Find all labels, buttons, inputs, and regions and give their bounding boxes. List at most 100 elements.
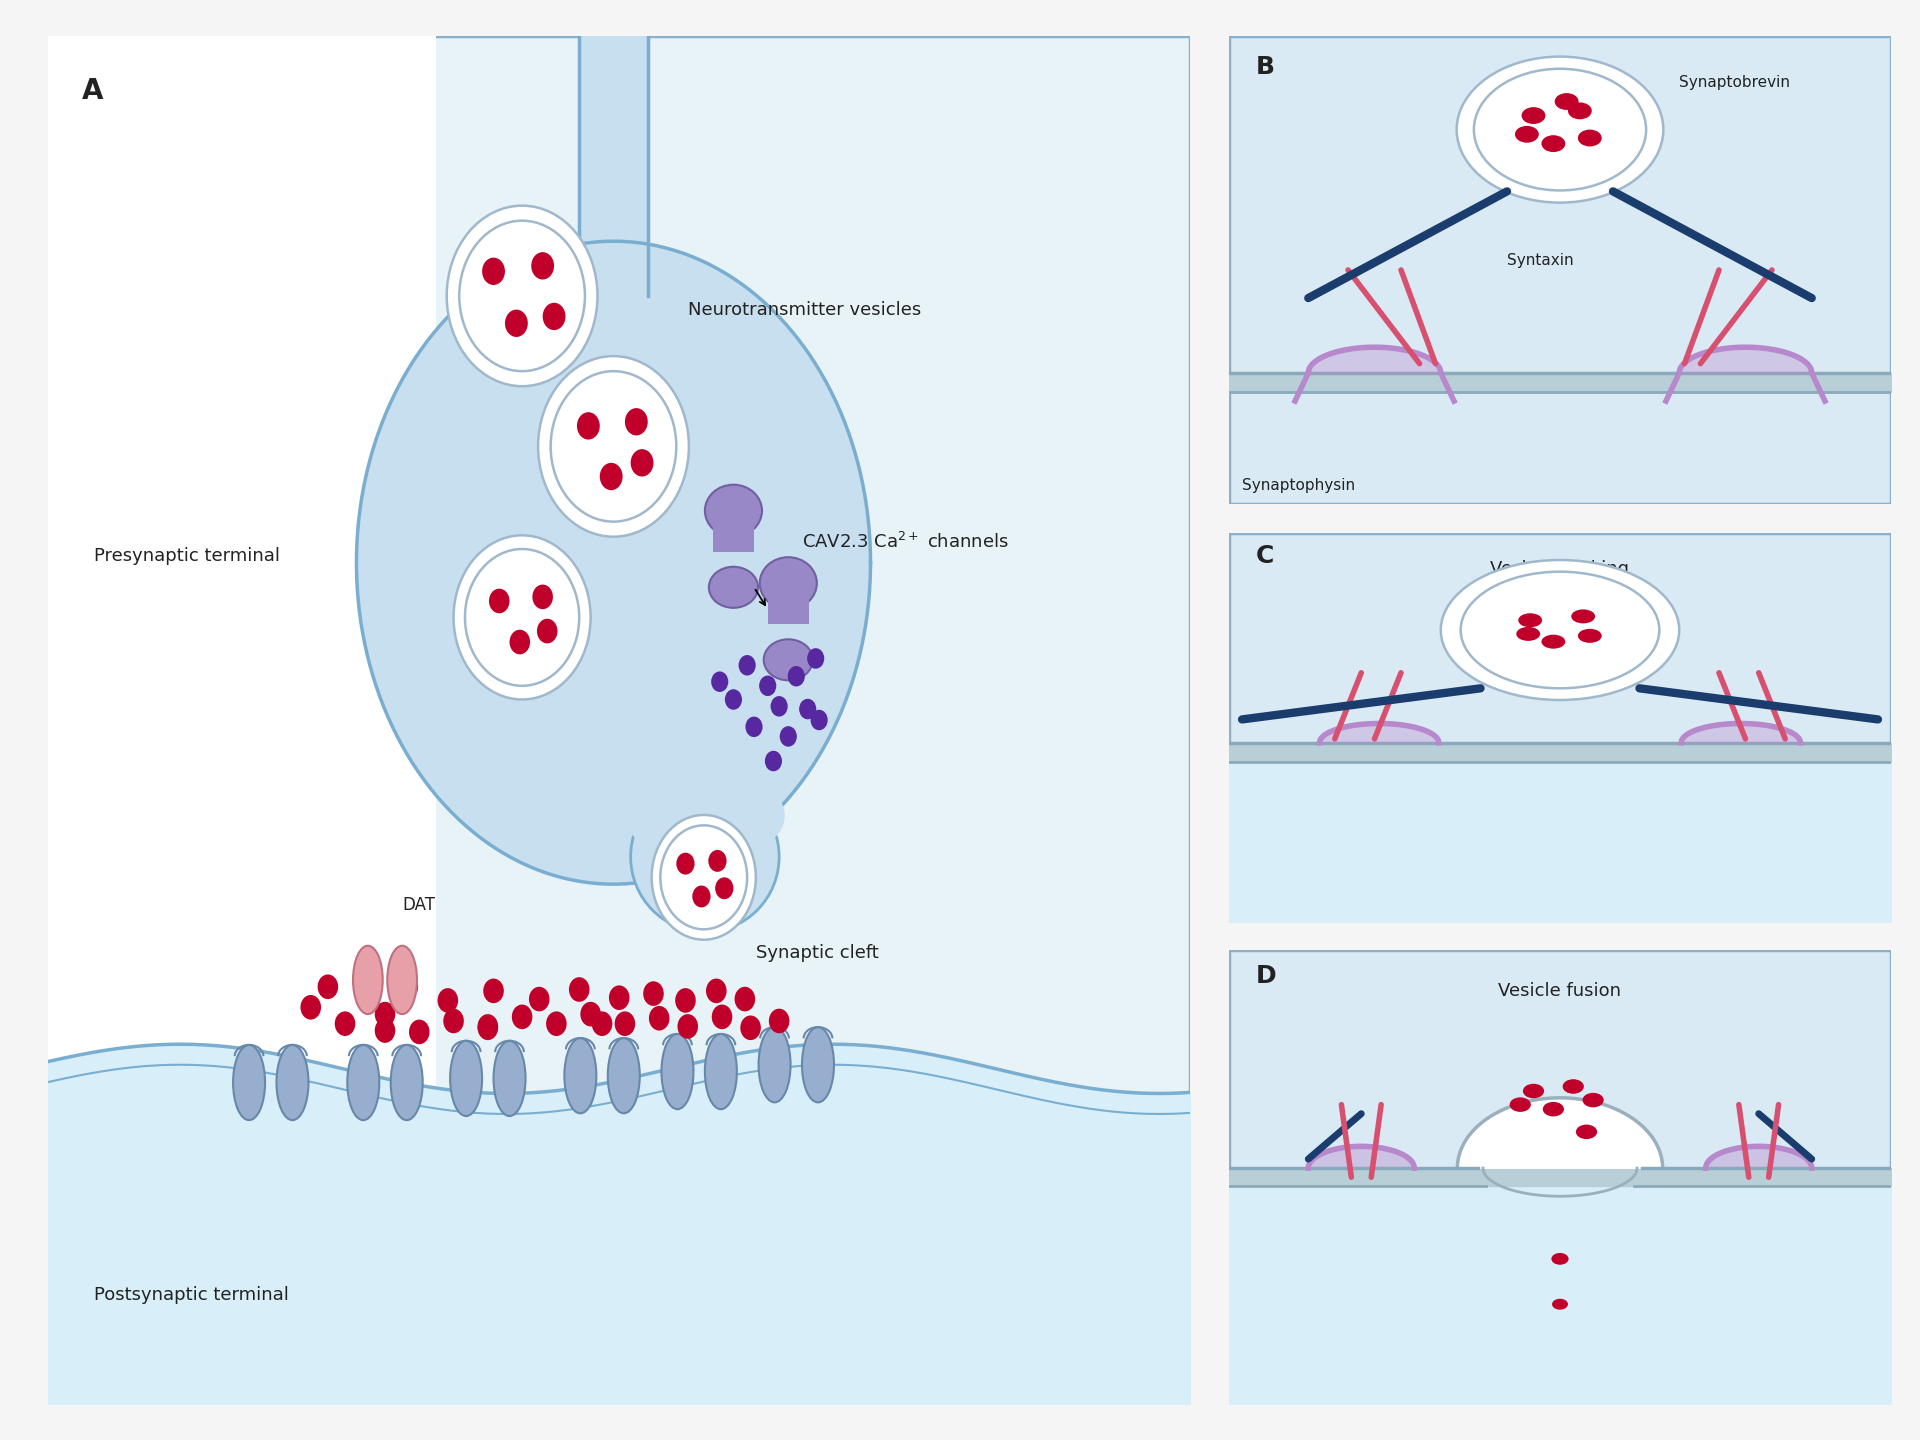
Circle shape <box>478 1015 497 1040</box>
Bar <box>768 595 808 624</box>
Circle shape <box>643 981 664 1007</box>
Circle shape <box>438 988 459 1012</box>
Circle shape <box>707 979 726 1004</box>
Circle shape <box>1569 102 1592 120</box>
Circle shape <box>447 206 597 386</box>
Circle shape <box>591 1011 612 1035</box>
Circle shape <box>806 648 824 668</box>
Circle shape <box>768 1008 789 1034</box>
Polygon shape <box>1457 1097 1663 1168</box>
Circle shape <box>810 710 828 730</box>
Circle shape <box>780 726 797 747</box>
Circle shape <box>490 589 509 613</box>
Circle shape <box>1523 1084 1544 1099</box>
Circle shape <box>317 975 338 999</box>
Ellipse shape <box>348 1045 380 1120</box>
Circle shape <box>741 1015 760 1040</box>
Ellipse shape <box>705 1034 737 1109</box>
Circle shape <box>513 1005 532 1030</box>
Circle shape <box>739 655 756 675</box>
Circle shape <box>1551 1299 1569 1309</box>
Circle shape <box>1440 560 1680 700</box>
Circle shape <box>609 985 630 1009</box>
Circle shape <box>1542 635 1565 648</box>
Text: Vesicle fusion: Vesicle fusion <box>1498 982 1622 1001</box>
Circle shape <box>300 995 321 1020</box>
Ellipse shape <box>276 1045 309 1120</box>
Text: Synaptophysin: Synaptophysin <box>1242 478 1356 492</box>
Circle shape <box>649 1007 670 1031</box>
Circle shape <box>551 372 676 521</box>
Circle shape <box>409 1020 430 1044</box>
Circle shape <box>770 696 787 717</box>
Bar <box>712 521 755 552</box>
Circle shape <box>710 671 728 693</box>
Circle shape <box>532 252 555 279</box>
Ellipse shape <box>705 485 762 537</box>
Circle shape <box>678 1014 699 1038</box>
Circle shape <box>1578 130 1601 147</box>
Circle shape <box>1571 609 1596 624</box>
Text: CAV2.3 Ca$^{2+}$ channels: CAV2.3 Ca$^{2+}$ channels <box>803 533 1008 552</box>
Ellipse shape <box>630 782 780 932</box>
Ellipse shape <box>624 770 785 861</box>
Circle shape <box>614 1011 636 1035</box>
Circle shape <box>714 877 733 899</box>
Circle shape <box>484 979 503 1004</box>
Ellipse shape <box>564 1038 597 1113</box>
Text: B: B <box>1256 55 1275 79</box>
Circle shape <box>545 1011 566 1035</box>
Ellipse shape <box>760 557 816 609</box>
Circle shape <box>712 1005 732 1030</box>
Text: DAT: DAT <box>401 896 436 914</box>
Ellipse shape <box>353 946 382 1014</box>
Ellipse shape <box>392 1045 422 1120</box>
Circle shape <box>1475 69 1645 190</box>
Bar <box>48 36 436 1404</box>
Circle shape <box>1555 94 1578 109</box>
Circle shape <box>528 986 549 1011</box>
Circle shape <box>1519 613 1542 628</box>
Ellipse shape <box>803 1027 833 1103</box>
Circle shape <box>543 302 566 330</box>
Ellipse shape <box>609 1038 639 1113</box>
Ellipse shape <box>708 567 758 608</box>
Circle shape <box>397 975 419 999</box>
Circle shape <box>374 1018 396 1043</box>
Ellipse shape <box>449 1041 482 1116</box>
Circle shape <box>735 986 755 1011</box>
Ellipse shape <box>232 1045 265 1120</box>
Circle shape <box>505 310 528 337</box>
Circle shape <box>1521 107 1546 124</box>
Circle shape <box>599 462 622 490</box>
Circle shape <box>651 815 756 940</box>
Polygon shape <box>357 242 870 884</box>
Circle shape <box>676 852 695 874</box>
Text: A: A <box>83 76 104 105</box>
Circle shape <box>1509 1097 1530 1112</box>
Circle shape <box>334 1011 355 1035</box>
Circle shape <box>453 536 591 700</box>
Text: Synaptobrevin: Synaptobrevin <box>1680 75 1789 91</box>
Circle shape <box>1517 626 1540 641</box>
Text: C: C <box>1256 544 1273 569</box>
Circle shape <box>726 690 741 710</box>
Circle shape <box>1544 1102 1565 1116</box>
Ellipse shape <box>758 1027 791 1103</box>
Circle shape <box>1551 1253 1569 1264</box>
Circle shape <box>478 1014 497 1038</box>
Circle shape <box>580 1002 601 1027</box>
Circle shape <box>357 984 378 1008</box>
Circle shape <box>444 1008 465 1034</box>
Circle shape <box>1542 135 1565 153</box>
Circle shape <box>799 698 816 720</box>
Text: Presynaptic terminal: Presynaptic terminal <box>94 547 280 564</box>
Text: Syntaxin: Syntaxin <box>1507 253 1574 268</box>
Circle shape <box>693 886 710 907</box>
Circle shape <box>576 412 599 439</box>
Circle shape <box>465 549 580 685</box>
Circle shape <box>1576 1125 1597 1139</box>
Text: D: D <box>1256 963 1277 988</box>
Circle shape <box>630 449 653 477</box>
Circle shape <box>482 258 505 285</box>
